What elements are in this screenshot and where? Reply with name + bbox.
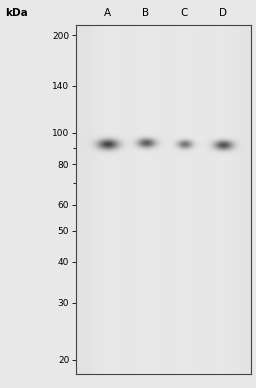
Text: C: C bbox=[180, 9, 188, 18]
Text: kDa: kDa bbox=[5, 8, 28, 18]
Text: D: D bbox=[219, 9, 227, 18]
Text: A: A bbox=[103, 9, 111, 18]
Text: B: B bbox=[142, 9, 149, 18]
